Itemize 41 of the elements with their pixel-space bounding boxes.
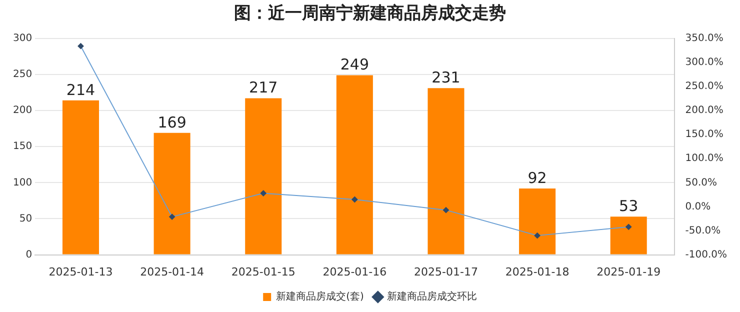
y2-tick-label: 300.0% — [685, 57, 724, 68]
data-label: 249 — [340, 56, 369, 74]
x-tick-label: 2025-01-15 — [231, 265, 296, 278]
y2-tick-label: 150.0% — [685, 129, 724, 140]
legend-label: 新建商品房成交环比 — [386, 290, 477, 303]
y-tick-label: 150 — [12, 141, 32, 152]
bar — [519, 188, 556, 254]
data-label: 217 — [249, 78, 278, 97]
y2-tick-label: 50.0% — [685, 177, 718, 188]
y-tick-label: 100 — [12, 177, 32, 188]
y-tick-label: 50 — [19, 213, 32, 224]
bar — [245, 98, 282, 254]
y-tick-label: 200 — [12, 105, 32, 116]
x-tick-label: 2025-01-17 — [414, 265, 478, 278]
bar — [62, 100, 100, 254]
y2-tick-label: -50.0% — [685, 225, 721, 236]
data-label: 231 — [432, 68, 460, 87]
chart-title: 图：近一周南宁新建商品房成交走势 — [234, 4, 506, 24]
y2-tick-label: 200.0% — [685, 105, 724, 116]
x-tick-label: 2025-01-18 — [505, 265, 570, 278]
x-tick-label: 2025-01-14 — [140, 265, 204, 278]
x-tick-label: 2025-01-19 — [596, 265, 661, 278]
y-tick-label: 300 — [12, 32, 32, 44]
data-label: 214 — [66, 80, 96, 99]
y2-tick-label: 0.0% — [685, 201, 711, 212]
x-tick-label: 2025-01-16 — [322, 265, 387, 278]
data-label: 92 — [528, 168, 547, 187]
y-tick-label: 0 — [26, 249, 32, 260]
legend-label: 新建商品房成交(套) — [276, 290, 364, 303]
y2-tick-label: 250.0% — [685, 81, 724, 92]
bar — [428, 88, 464, 254]
x-tick-label: 2025-01-13 — [48, 265, 113, 278]
y2-tick-label: -100.0% — [685, 249, 728, 260]
y2-tick-label: 100.0% — [685, 153, 724, 164]
y2-tick-label: 350.0% — [685, 32, 724, 44]
bar — [610, 216, 647, 254]
bar — [336, 75, 373, 254]
data-label: 169 — [158, 113, 186, 132]
data-label: 53 — [619, 196, 638, 215]
y-tick-label: 250 — [12, 69, 32, 80]
bar — [154, 132, 190, 254]
